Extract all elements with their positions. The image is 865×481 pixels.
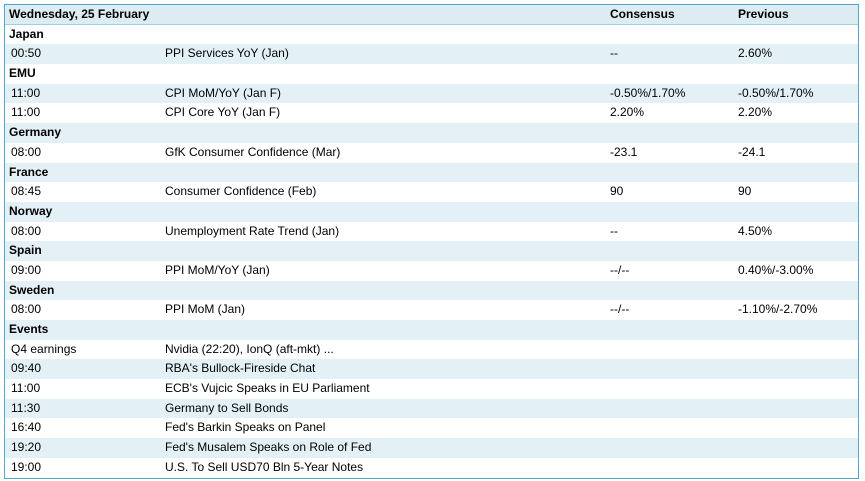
section-name: Sweden	[9, 282, 55, 297]
section-row: France	[5, 162, 858, 183]
event-cell: PPI Services YoY (Jan)	[165, 46, 289, 61]
event-row: 11:30 Germany to Sell Bonds	[5, 398, 858, 419]
section-name: EMU	[9, 66, 36, 81]
event-cell: GfK Consumer Confidence (Mar)	[165, 144, 341, 159]
consensus-header: Consensus	[610, 7, 675, 21]
event-cell: Consumer Confidence (Feb)	[165, 184, 317, 199]
time-cell: 16:40	[11, 420, 42, 435]
previous-cell: 0.40%/-3.00%	[738, 262, 814, 277]
section-row: EMU	[5, 64, 858, 84]
time-cell: 09:40	[11, 361, 42, 376]
consensus-cell: -0.50%/1.70%	[610, 85, 686, 100]
consensus-cell: --/--	[610, 302, 630, 317]
event-cell: Germany to Sell Bonds	[165, 400, 289, 415]
time-cell: 08:00	[11, 223, 42, 238]
time-cell: 11:00	[11, 85, 41, 100]
consensus-cell: --/--	[610, 262, 630, 277]
calendar-table: Wednesday, 25 February Consensus Previou…	[4, 4, 859, 479]
event-cell: ECB's Vujcic Speaks in EU Parliament	[165, 381, 370, 396]
time-cell: 08:00	[11, 302, 42, 317]
event-row: 19:00 U.S. To Sell USD70 Bln 5-Year Notes	[5, 458, 858, 478]
event-cell: Nvidia (22:20), IonQ (aft-mkt) ...	[165, 341, 334, 356]
time-cell: Q4 earnings	[11, 341, 77, 356]
event-cell: Unemployment Rate Trend (Jan)	[165, 223, 340, 238]
event-cell: Fed's Barkin Speaks on Panel	[165, 420, 326, 435]
time-cell: 08:00	[11, 144, 42, 159]
section-row: Germany	[5, 123, 858, 143]
time-cell: 11:30	[11, 400, 41, 415]
event-cell: CPI MoM/YoY (Jan F)	[165, 85, 282, 100]
event-cell: CPI Core YoY (Jan F)	[165, 105, 281, 120]
time-cell: 08:45	[11, 184, 42, 199]
previous-cell: -24.1	[738, 144, 766, 159]
event-cell: PPI MoM/YoY (Jan)	[165, 262, 270, 277]
section-row: Spain	[5, 241, 858, 261]
time-cell: 19:20	[11, 440, 42, 455]
previous-cell: 4.50%	[738, 223, 773, 238]
previous-cell: 90	[738, 184, 752, 199]
previous-cell: -0.50%/1.70%	[738, 85, 814, 100]
event-cell: Fed's Musalem Speaks on Role of Fed	[165, 440, 372, 455]
header-row: Wednesday, 25 February Consensus Previou…	[5, 5, 858, 25]
previous-cell: -1.10%/-2.70%	[738, 302, 818, 317]
section-name: Norway	[9, 203, 53, 218]
section-name: Japan	[9, 26, 44, 41]
event-row: 09:40 RBA's Bullock-Fireside Chat	[5, 359, 858, 380]
event-row: 11:00 CPI MoM/YoY (Jan F) -0.50%/1.70% -0.5…	[5, 83, 858, 104]
previous-cell: 2.60%	[738, 46, 773, 61]
event-row: 19:20 Fed's Musalem Speaks on Role of Fed	[5, 438, 858, 458]
event-cell: U.S. To Sell USD70 Bln 5-Year Notes	[165, 459, 364, 474]
event-row: 00:50 PPI Services YoY (Jan) -- 2.60%	[5, 44, 858, 65]
event-cell: RBA's Bullock-Fireside Chat	[165, 361, 316, 376]
event-row: 08:00 GfK Consumer Confidence (Mar) -23.1 -…	[5, 143, 858, 163]
time-cell: 00:50	[11, 46, 42, 61]
consensus-cell: -23.1	[610, 144, 638, 159]
event-row: Q4 earnings Nvidia (22:20), IonQ (aft-mkt…	[5, 340, 858, 360]
event-cell: PPI MoM (Jan)	[165, 302, 246, 317]
event-row: 08:00 PPI MoM (Jan) --/-- -1.10%/-2.70%	[5, 300, 858, 320]
previous-cell: 2.20%	[738, 105, 773, 120]
section-name: Events	[9, 322, 49, 336]
date-header: Wednesday, 25 February	[9, 7, 150, 21]
previous-header: Previous	[738, 7, 789, 21]
event-row: 09:00 PPI MoM/YoY (Jan) --/-- 0.40%/-3.00%	[5, 261, 858, 281]
consensus-cell: 2.20%	[610, 105, 645, 120]
consensus-cell: --	[610, 46, 618, 61]
event-row: 11:00 CPI Core YoY (Jan F) 2.20% 2.20%	[5, 103, 858, 123]
event-row: 11:00 ECB's Vujcic Speaks in EU Parliamen…	[5, 379, 858, 399]
time-cell: 09:00	[11, 262, 42, 277]
section-name: France	[9, 164, 49, 179]
section-row: Japan	[5, 25, 858, 45]
section-row: Events	[5, 320, 858, 340]
consensus-cell: 90	[610, 184, 624, 199]
section-row: Norway	[5, 201, 858, 222]
consensus-cell: --	[610, 223, 618, 238]
section-row: Sweden	[5, 280, 858, 301]
time-cell: 11:00	[11, 105, 41, 120]
event-row: 08:00 Unemployment Rate Trend (Jan) -- 4.50…	[5, 222, 858, 242]
time-cell: 19:00	[11, 459, 42, 474]
event-row: 16:40 Fed's Barkin Speaks on Panel	[5, 418, 858, 438]
section-name: Spain	[9, 243, 42, 258]
time-cell: 11:00	[11, 381, 41, 396]
section-name: Germany	[9, 125, 62, 140]
event-row: 08:45 Consumer Confidence (Feb) 90 90	[5, 182, 858, 202]
